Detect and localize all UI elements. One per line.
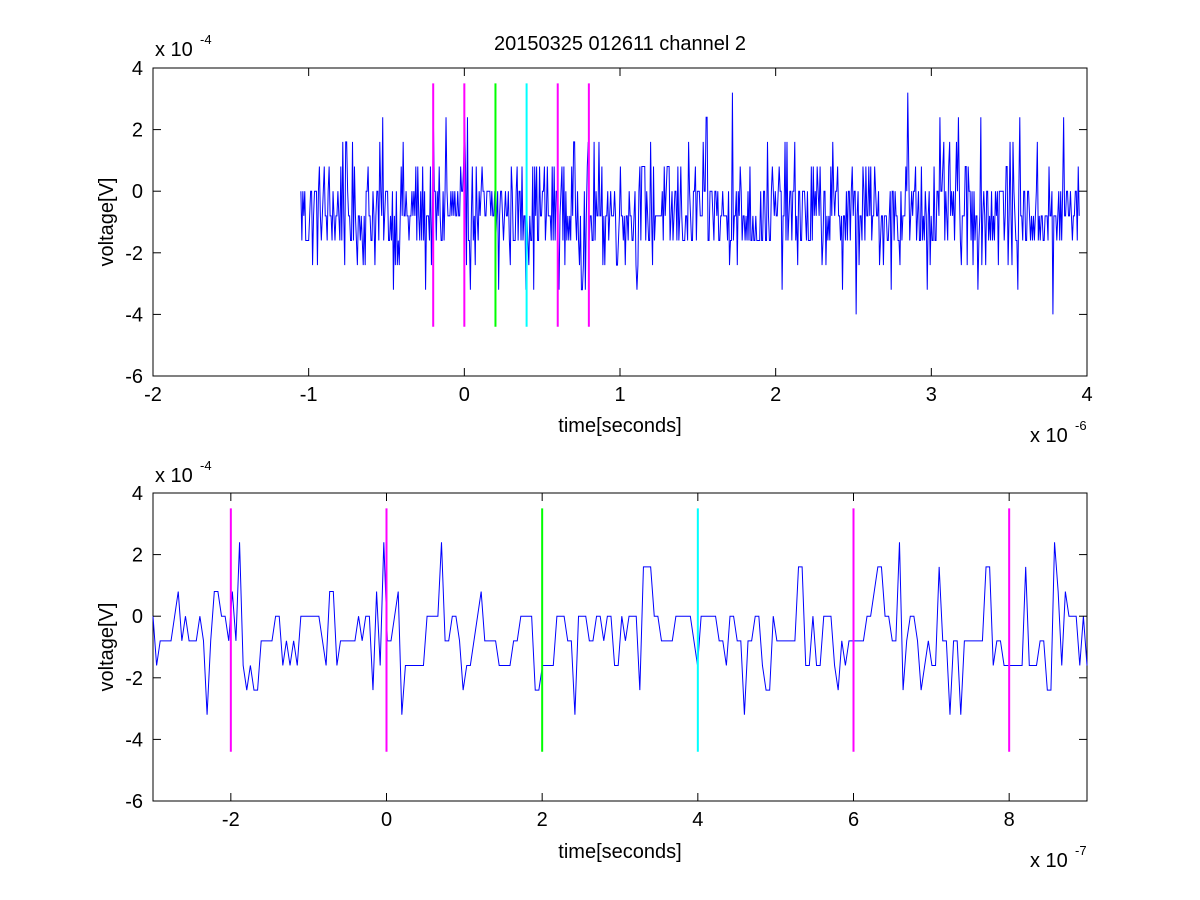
x-tick-label: 1: [614, 384, 625, 406]
x-tick-label: 0: [381, 809, 392, 831]
y-tick-label: 2: [132, 120, 143, 142]
top-x-exponent: -6: [1075, 418, 1087, 433]
bottom-y-axis-label: voltage[V]: [96, 603, 118, 692]
bottom-x-axis-label: time[seconds]: [558, 841, 681, 863]
figure-title: 20150325 012611 channel 2: [494, 33, 746, 55]
top-x-exponent-label: x 10: [1030, 425, 1068, 447]
x-tick-label: -2: [222, 809, 240, 831]
top-series-layer: [300, 92, 1080, 315]
signal-series-line: [300, 92, 1080, 315]
bottom-vline-layer: [229, 508, 1011, 752]
x-tick-label: 0: [459, 384, 470, 406]
y-tick-label: 0: [132, 181, 143, 203]
y-tick-label: 0: [132, 606, 143, 628]
bottom-series-layer: [152, 542, 1088, 715]
x-tick-label: -1: [300, 384, 318, 406]
y-tick-label: -2: [125, 668, 143, 690]
top-y-exponent-label: x 10: [155, 39, 193, 61]
y-tick-label: 2: [132, 545, 143, 567]
x-tick-label: 6: [848, 809, 859, 831]
y-tick-label: -2: [125, 243, 143, 265]
y-tick-label: -4: [125, 304, 143, 326]
top-vline-layer: [432, 83, 590, 327]
bottom-axes: -2 0 2 4 6 8 -6 -4 -2 0 2 4 x 10 -4 time[seconds] v…: [96, 458, 1088, 872]
bottom-tick-layer: -2 0 2 4 6 8 -6 -4 -2 0 2 4: [125, 483, 1087, 831]
bottom-axes-box: [152, 492, 1088, 802]
x-tick-label: 3: [926, 384, 937, 406]
x-tick-label: 2: [770, 384, 781, 406]
bottom-x-exponent-label: x 10: [1030, 850, 1068, 872]
x-tick-label: 4: [692, 809, 703, 831]
y-tick-label: -6: [125, 366, 143, 388]
x-tick-label: 8: [1004, 809, 1015, 831]
y-tick-label: 4: [132, 58, 143, 80]
bottom-x-exponent: -7: [1075, 843, 1087, 858]
y-tick-label: 4: [132, 483, 143, 505]
x-tick-label: 4: [1081, 384, 1092, 406]
bottom-y-exponent-label: x 10: [155, 465, 193, 487]
top-y-axis-label: voltage[V]: [96, 178, 118, 267]
y-tick-label: -6: [125, 791, 143, 813]
top-y-exponent: -4: [200, 32, 212, 47]
top-tick-layer: -2 -1 0 1 2 3 4 -6 -4 -2 0 2 4: [125, 58, 1092, 406]
signal-series-line: [152, 542, 1088, 715]
y-tick-label: -4: [125, 729, 143, 751]
x-tick-label: -2: [144, 384, 162, 406]
bottom-y-exponent: -4: [200, 458, 212, 473]
top-axes: -2 -1 0 1 2 3 4 -6 -4 -2 0 2 4 x 10 -4 time[seconds]…: [96, 32, 1093, 447]
x-tick-label: 2: [537, 809, 548, 831]
top-x-axis-label: time[seconds]: [558, 415, 681, 437]
